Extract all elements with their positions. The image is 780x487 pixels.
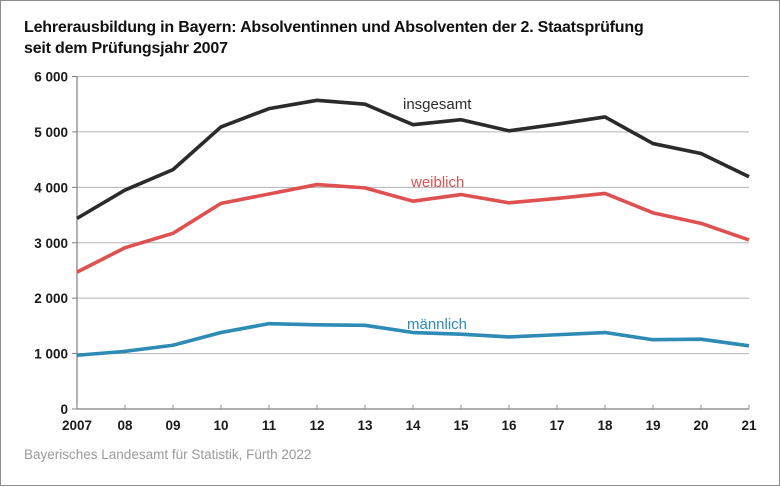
chart-title: Lehrerausbildung in Bayern: Absolventinn… — [24, 17, 764, 59]
x-tick-label: 21 — [741, 418, 757, 433]
y-tick-label: 4 000 — [34, 180, 68, 195]
x-tick-label: 10 — [213, 418, 228, 433]
series-line-männlich — [76, 321, 750, 358]
x-tick-label: 2007 — [62, 418, 92, 433]
x-tick-label: 12 — [309, 418, 324, 433]
x-tick-label: 17 — [549, 418, 564, 433]
y-tick-label: 1 000 — [34, 347, 68, 362]
x-tick-label: 09 — [165, 418, 180, 433]
source-note: Bayerisches Landesamt für Statistik, Für… — [24, 447, 312, 462]
series-line-insgesamt — [76, 98, 750, 220]
x-tick-label: 20 — [693, 418, 708, 433]
y-tick-label: 3 000 — [34, 236, 68, 251]
y-tick-label: 5 000 — [34, 125, 68, 140]
x-tick-label: 08 — [117, 418, 133, 433]
x-tick-label: 19 — [645, 418, 660, 433]
series-label-insgesamt: insgesamt — [403, 96, 472, 113]
chart-title-line1: Lehrerausbildung in Bayern: Absolventinn… — [24, 19, 644, 36]
y-tick-label: 6 000 — [34, 70, 68, 85]
y-tick-label: 2 000 — [34, 291, 68, 306]
series-label-weiblich: weiblich — [410, 174, 464, 191]
y-tick-label: 0 — [60, 402, 68, 417]
x-tick-label: 11 — [262, 418, 277, 433]
series-line-weiblich — [76, 182, 750, 274]
chart-title-line2: seit dem Prüfungsjahr 2007 — [24, 40, 228, 57]
x-tick-label: 18 — [597, 418, 613, 433]
x-tick-label: 15 — [453, 418, 469, 433]
x-tick-label: 16 — [501, 418, 517, 433]
x-tick-label: 13 — [357, 418, 373, 433]
x-tick-label: 14 — [405, 418, 421, 433]
series-label-männlich: männlich — [407, 316, 467, 333]
